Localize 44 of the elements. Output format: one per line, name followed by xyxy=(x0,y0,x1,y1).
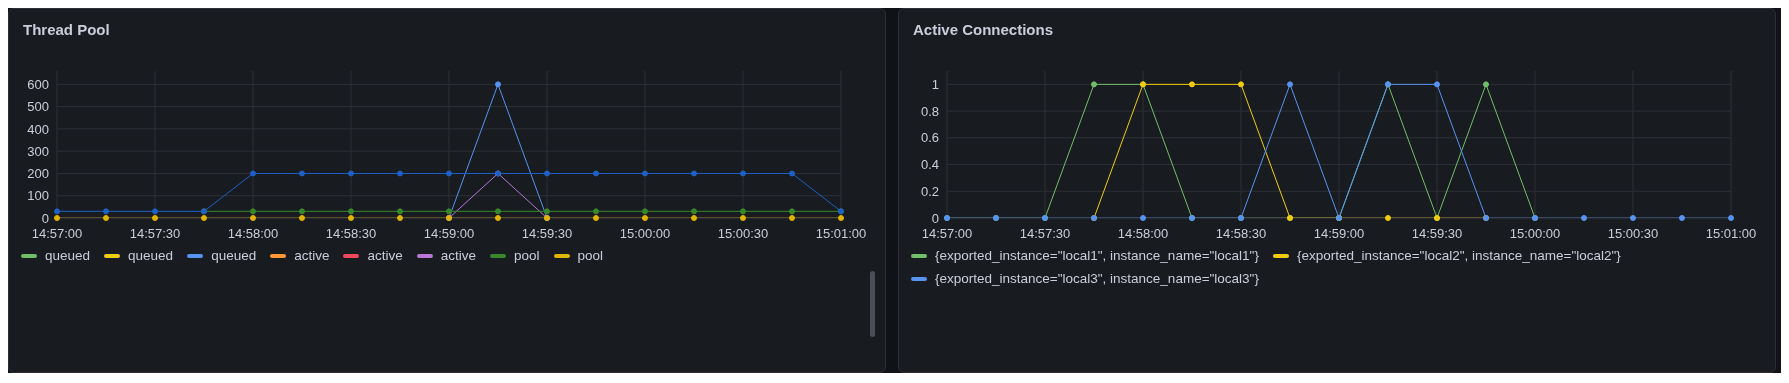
x-tick-label: 14:59:30 xyxy=(521,226,573,242)
y-tick-label: 200 xyxy=(27,166,49,182)
legend-label: pool xyxy=(577,248,604,263)
x-tick-label: 14:59:00 xyxy=(1313,226,1365,242)
x-tick-label: 15:00:00 xyxy=(1509,226,1561,242)
y-tick-label: 300 xyxy=(27,143,49,159)
chart-title: Active Connections xyxy=(912,20,1055,40)
x-tick-label: 14:57:00 xyxy=(31,226,83,242)
legend-label: active xyxy=(440,248,477,263)
x-tick-label: 15:00:30 xyxy=(1607,226,1659,242)
x-tick-label: 14:57:30 xyxy=(1019,226,1071,242)
legend-label: active xyxy=(294,248,330,263)
x-tick-label: 15:00:00 xyxy=(619,226,671,242)
y-tick-label: 0.8 xyxy=(920,103,939,119)
x-tick-label: 14:59:30 xyxy=(1411,226,1463,242)
x-tick-label: 15:00:30 xyxy=(717,226,769,242)
x-tick-label: 14:57:30 xyxy=(129,226,181,242)
x-tick-label: 15:01:00 xyxy=(815,226,867,242)
legend-label: active xyxy=(367,248,403,263)
y-tick-label: 0.4 xyxy=(920,157,939,173)
legend-label: queued xyxy=(128,248,174,263)
x-tick-label: 14:57:00 xyxy=(921,226,973,242)
y-tick-label: 0 xyxy=(41,210,49,226)
x-tick-label: 14:58:30 xyxy=(1215,226,1267,242)
legend-label: queued xyxy=(211,248,257,263)
legend-label: {exported_instance="local3", instance_name="local3"} xyxy=(935,271,1259,286)
y-tick-label: 0.2 xyxy=(920,183,939,199)
x-tick-label: 14:58:00 xyxy=(1117,226,1169,242)
x-tick-label: 14:58:00 xyxy=(227,226,279,242)
y-tick-label: 100 xyxy=(27,188,49,204)
x-tick-label: 15:01:00 xyxy=(1705,226,1757,242)
y-tick-label: 1 xyxy=(931,76,939,92)
y-tick-label: 600 xyxy=(27,76,49,92)
x-tick-label: 14:59:00 xyxy=(423,226,475,242)
legend-label: pool xyxy=(514,248,540,263)
y-tick-label: 500 xyxy=(27,99,49,115)
legend-label: {exported_instance="local2", instance_name="local2"} xyxy=(1296,248,1621,263)
y-tick-label: 0.6 xyxy=(920,130,939,146)
y-tick-label: 0 xyxy=(931,210,939,226)
y-tick-label: 400 xyxy=(27,121,49,137)
chart-title: Thread Pool xyxy=(22,20,111,40)
x-tick-label: 14:58:30 xyxy=(325,226,377,242)
legend-label: queued xyxy=(45,248,91,263)
legend-label: {exported_instance="local1", instance_name="local1"} xyxy=(935,248,1259,263)
